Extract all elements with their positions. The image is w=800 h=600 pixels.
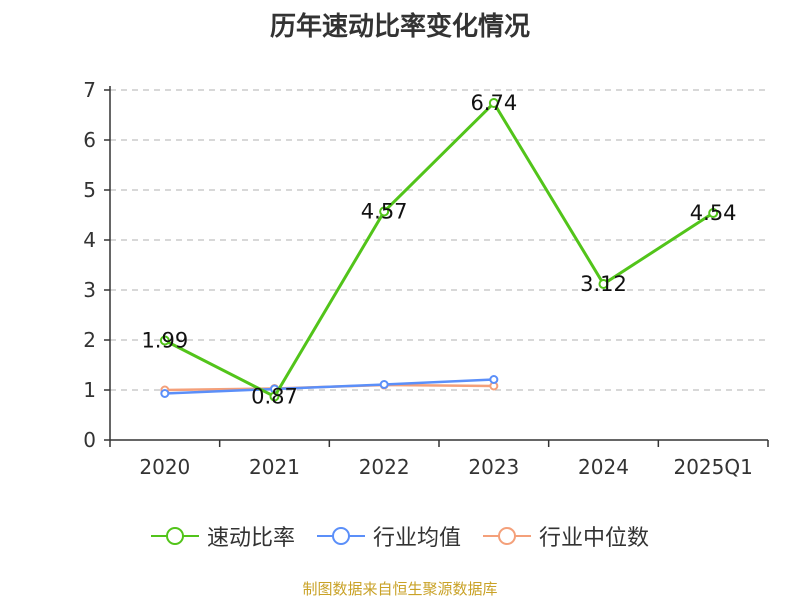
y-tick-label: 3 xyxy=(83,278,96,302)
series-lines xyxy=(159,98,719,402)
data-label: 4.57 xyxy=(361,200,408,224)
chart-title: 历年速动比率变化情况 xyxy=(269,12,530,42)
legend-item-industry-median[interactable]: 行业中位数 xyxy=(483,520,649,552)
legend-marker-industry-median xyxy=(483,527,531,545)
series-line xyxy=(164,378,494,395)
legend-label: 速动比率 xyxy=(206,526,295,551)
x-tick-label: 2021 xyxy=(249,455,300,479)
data-label: 1.99 xyxy=(141,329,188,353)
legend-item-industry-mean[interactable]: 行业均值 xyxy=(316,520,461,552)
source-note: 制图数据来自恒生聚源数据库 xyxy=(302,580,498,598)
y-tick-label: 2 xyxy=(83,328,96,352)
y-tick-label: 7 xyxy=(83,78,96,102)
data-labels: 1.99 0.87 4.57 6.74 3.12 4.54 xyxy=(141,91,736,409)
legend: 速动比率 行业均值 行业中位数 xyxy=(0,520,800,552)
legend-marker-industry-mean xyxy=(316,527,365,545)
x-tick-label: 2023 xyxy=(468,455,519,479)
data-label: 6.74 xyxy=(470,91,517,115)
legend-label: 行业中位数 xyxy=(539,526,650,551)
y-tick-label: 5 xyxy=(83,178,96,202)
x-tick-label: 2025Q1 xyxy=(673,455,752,479)
data-label: 3.12 xyxy=(580,272,627,296)
data-point xyxy=(160,389,170,398)
series-line xyxy=(164,100,714,399)
data-label: 0.87 xyxy=(251,385,298,409)
y-tick-label: 4 xyxy=(83,228,96,252)
axes: 0 1 2 3 4 5 6 7 2020 2021 2022 2023 2024 2025Q1 xyxy=(83,78,769,479)
y-tick-label: 6 xyxy=(83,128,96,152)
legend-label: 行业均值 xyxy=(372,526,461,551)
data-point xyxy=(269,391,280,402)
data-label: 4.54 xyxy=(690,201,737,225)
legend-marker-quick-ratio xyxy=(150,527,199,545)
data-point xyxy=(379,380,389,389)
y-tick-label: 0 xyxy=(83,428,96,452)
data-point xyxy=(708,208,719,218)
x-tick-label: 2020 xyxy=(139,455,190,479)
data-point xyxy=(489,375,499,384)
x-tick-label: 2022 xyxy=(359,455,410,479)
data-point xyxy=(598,279,609,289)
legend-item-quick-ratio[interactable]: 速动比率 xyxy=(150,520,295,552)
y-tick-label: 1 xyxy=(83,378,96,402)
data-point xyxy=(159,335,170,346)
data-point xyxy=(488,98,499,108)
data-point xyxy=(379,206,390,217)
x-tick-label: 2024 xyxy=(578,455,629,479)
